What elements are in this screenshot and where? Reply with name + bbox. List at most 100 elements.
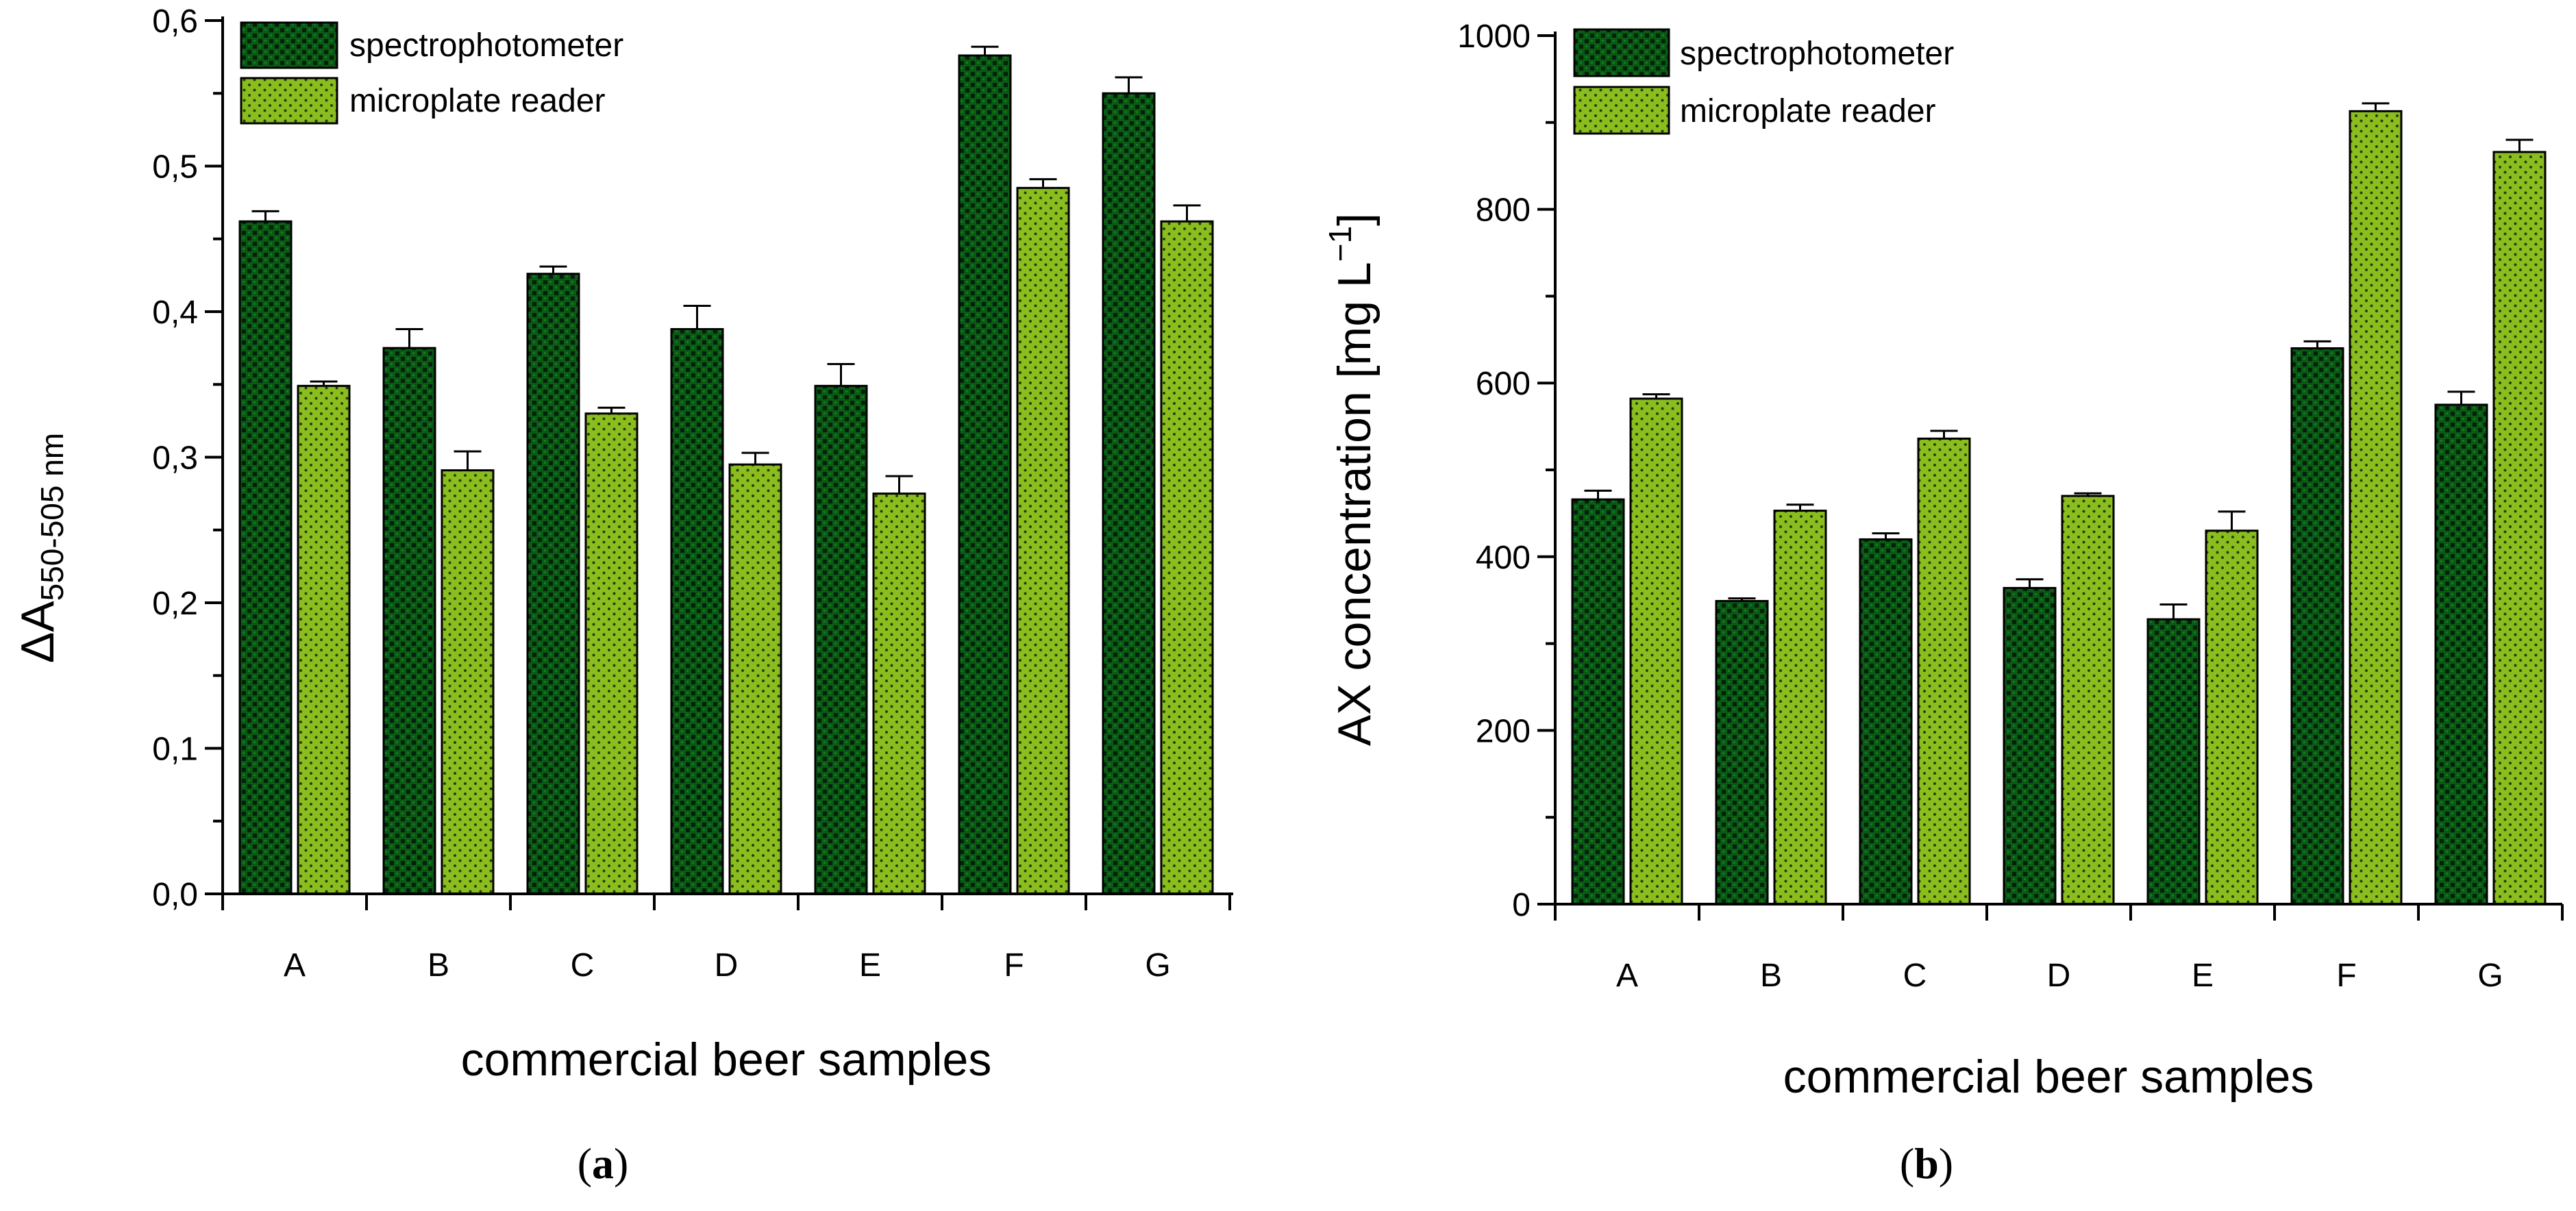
y-tick-label: 0,1	[152, 732, 198, 768]
legend-label-microplate-reader: microplate reader	[349, 83, 606, 119]
y-tick-label: 0,4	[152, 295, 198, 331]
x-axis-label: commercial beer samples	[1783, 1051, 2314, 1103]
error-bar-spectrophotometer-C	[539, 265, 567, 274]
x-tick-label: D	[715, 947, 739, 984]
bar-spectrophotometer-B	[382, 347, 436, 895]
y-tick-label: 800	[1476, 192, 1531, 229]
bar-spectrophotometer-E	[814, 384, 868, 895]
panel-caption-letter: b	[1914, 1139, 1939, 1188]
error-bar-microplate-reader-G	[1173, 204, 1201, 222]
error-bar-microplate-reader-D	[741, 451, 769, 465]
panel-caption-b: (b)	[1900, 1139, 1953, 1188]
bar-group	[238, 45, 1214, 895]
x-tick-label: E	[859, 947, 881, 984]
error-bar-microplate-reader-A	[310, 380, 338, 386]
error-bar-spectrophotometer-D	[683, 305, 711, 329]
bar-spectrophotometer-C	[526, 273, 580, 895]
x-tick-label: B	[1760, 958, 1782, 994]
y-axis-label-main: ΔA	[12, 601, 64, 663]
bar-spectrophotometer-A	[1571, 498, 1625, 906]
bar-spectrophotometer-D	[670, 328, 724, 895]
y-tick-label: 600	[1476, 366, 1531, 402]
bar-microplate-reader-G	[1160, 220, 1214, 895]
legend-label-spectrophotometer: spectrophotometer	[1680, 36, 1954, 72]
legend-swatch-spectrophotometer	[240, 21, 338, 69]
y-tick-label: 0	[1512, 887, 1531, 923]
bar-microplate-reader-F	[2349, 110, 2403, 906]
panel-caption-letter: a	[592, 1139, 614, 1188]
y-axis-label-superscript: −1	[1322, 226, 1358, 262]
legend: spectrophotometer microplate reader	[1573, 28, 1954, 135]
legend: spectrophotometer microplate reader	[240, 21, 623, 125]
bar-microplate-reader-E	[2205, 529, 2259, 906]
error-bar-microplate-reader-C	[1930, 429, 1958, 439]
error-bar-microplate-reader-B	[454, 450, 482, 471]
y-tick-label: 200	[1476, 713, 1531, 749]
bar-microplate-reader-E	[872, 492, 926, 895]
error-bar-spectrophotometer-E	[2159, 603, 2188, 620]
y-tick-label: 0,5	[152, 149, 198, 186]
error-bar-spectrophotometer-B	[1728, 597, 1756, 601]
y-tick-label: 1000	[1457, 18, 1531, 55]
y-tick-label: 0,3	[152, 440, 198, 477]
bar-spectrophotometer-F	[2290, 347, 2344, 906]
bar-spectrophotometer-C	[1859, 538, 1913, 906]
x-tick-label: D	[2047, 958, 2071, 994]
error-bar-spectrophotometer-A	[251, 210, 280, 222]
error-bar-microplate-reader-C	[597, 406, 626, 414]
error-bar-spectrophotometer-G	[1115, 76, 1143, 94]
error-bar-microplate-reader-F	[2362, 102, 2390, 112]
error-bar-spectrophotometer-C	[1872, 532, 1900, 540]
error-bar-microplate-reader-G	[2505, 138, 2534, 152]
bar-spectrophotometer-B	[1715, 599, 1769, 906]
error-bar-microplate-reader-F	[1029, 178, 1057, 188]
y-tick-label: 0,6	[152, 3, 198, 40]
x-tick-label: G	[1145, 947, 1170, 984]
x-tick-label: F	[1004, 947, 1024, 984]
error-bar-spectrophotometer-F	[2303, 340, 2331, 349]
y-axis-label: ΔA550-505 nm	[12, 433, 70, 663]
bar-group	[1571, 102, 2547, 906]
legend-label-microplate-reader: microplate reader	[1680, 93, 1936, 129]
error-bar-spectrophotometer-A	[1584, 489, 1612, 500]
bar-spectrophotometer-G	[1102, 92, 1156, 895]
legend-swatch-spectrophotometer	[1573, 28, 1670, 77]
legend-swatch-microplate-reader	[1573, 86, 1670, 135]
error-bar-spectrophotometer-B	[395, 328, 423, 349]
error-bar-microplate-reader-B	[1786, 503, 1814, 511]
error-bar-microplate-reader-E	[885, 475, 913, 494]
x-tick-label: E	[2192, 958, 2214, 994]
panel-caption-a: (a)	[578, 1139, 629, 1188]
error-bar-spectrophotometer-E	[827, 363, 855, 386]
axes: 0,0 0,1 0,2 0,3 0,4 0,5 0,6 A B C D E F G	[152, 3, 1233, 984]
y-tick-label: 0,2	[152, 586, 198, 622]
x-tick-label: C	[571, 947, 595, 984]
x-tick-label: F	[2336, 958, 2356, 994]
x-tick-label: A	[284, 947, 306, 984]
x-tick-label: A	[1616, 958, 1638, 994]
bar-microplate-reader-B	[441, 469, 495, 895]
bar-spectrophotometer-G	[2434, 403, 2488, 906]
bar-microplate-reader-A	[1629, 397, 1683, 906]
legend-label-spectrophotometer: spectrophotometer	[349, 27, 623, 64]
legend-swatch-microplate-reader	[240, 77, 338, 125]
error-bar-spectrophotometer-D	[2016, 578, 2044, 588]
bar-microplate-reader-F	[1016, 186, 1070, 895]
x-tick-label: G	[2477, 958, 2503, 994]
bar-spectrophotometer-F	[958, 54, 1012, 895]
y-tick-label: 0,0	[152, 877, 198, 913]
y-axis-label-main: AX concentration [mg L	[1328, 262, 1380, 746]
error-bar-spectrophotometer-G	[2447, 390, 2475, 405]
bar-microplate-reader-D	[2061, 495, 2115, 906]
bar-spectrophotometer-D	[2003, 586, 2057, 906]
x-axis-label: commercial beer samples	[461, 1034, 992, 1086]
error-bar-microplate-reader-E	[2218, 510, 2246, 531]
y-tick-label: 400	[1476, 540, 1531, 576]
bar-microplate-reader-G	[2492, 151, 2547, 906]
y-axis-label: AX concentration [mg L−1]	[1322, 213, 1380, 746]
error-bar-spectrophotometer-F	[971, 45, 999, 55]
error-bar-microplate-reader-A	[1642, 393, 1670, 399]
bar-microplate-reader-D	[728, 463, 782, 895]
bar-microplate-reader-C	[1917, 437, 1971, 906]
